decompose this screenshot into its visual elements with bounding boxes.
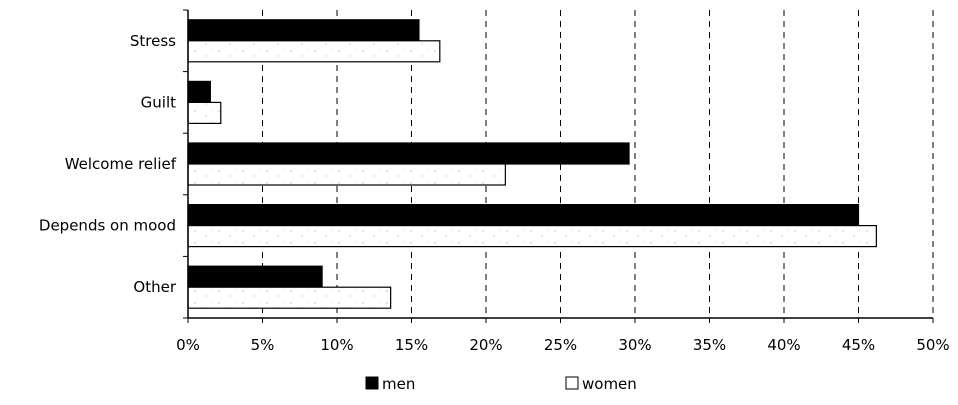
x-tick-label: 15% [395, 336, 428, 354]
axes [183, 9, 934, 323]
bar-men-depends-on-mood [187, 204, 860, 227]
x-tick-label: 40% [767, 336, 800, 354]
category-label: Depends on mood [39, 217, 176, 235]
bar-women-stress [187, 40, 441, 63]
bar-women-depends-on-mood [187, 225, 877, 248]
x-tick-label: 45% [842, 336, 875, 354]
category-label: Stress [130, 32, 176, 50]
x-tick-label: 35% [693, 336, 726, 354]
bar-men-other [187, 265, 323, 288]
legend-label-men: men [382, 375, 415, 393]
x-tick-label: 50% [916, 336, 949, 354]
bar-men-welcome-relief [187, 142, 630, 165]
bar-men-stress [187, 19, 420, 42]
category-label: Guilt [141, 93, 176, 111]
axis-labels: Stress Guilt Welcome relief Depends on mood… [39, 32, 950, 354]
category-label: Other [133, 278, 176, 296]
x-tick-label: 30% [618, 336, 651, 354]
legend: men women [365, 375, 637, 393]
bar-women-other [187, 286, 392, 309]
legend-label-women: women [582, 375, 637, 393]
x-tick-label: 0% [176, 336, 200, 354]
legend-swatch-women [565, 376, 579, 390]
x-tick-label: 5% [251, 336, 275, 354]
category-label: Welcome relief [65, 155, 177, 173]
bar-men-guilt [187, 80, 211, 104]
bar-women-guilt [187, 101, 222, 125]
legend-swatch-men [365, 376, 379, 390]
bar-women-welcome-relief [187, 163, 506, 186]
x-tick-label: 25% [544, 336, 577, 354]
x-tick-label: 10% [320, 336, 353, 354]
x-tick-label: 20% [469, 336, 502, 354]
bars [187, 19, 877, 309]
